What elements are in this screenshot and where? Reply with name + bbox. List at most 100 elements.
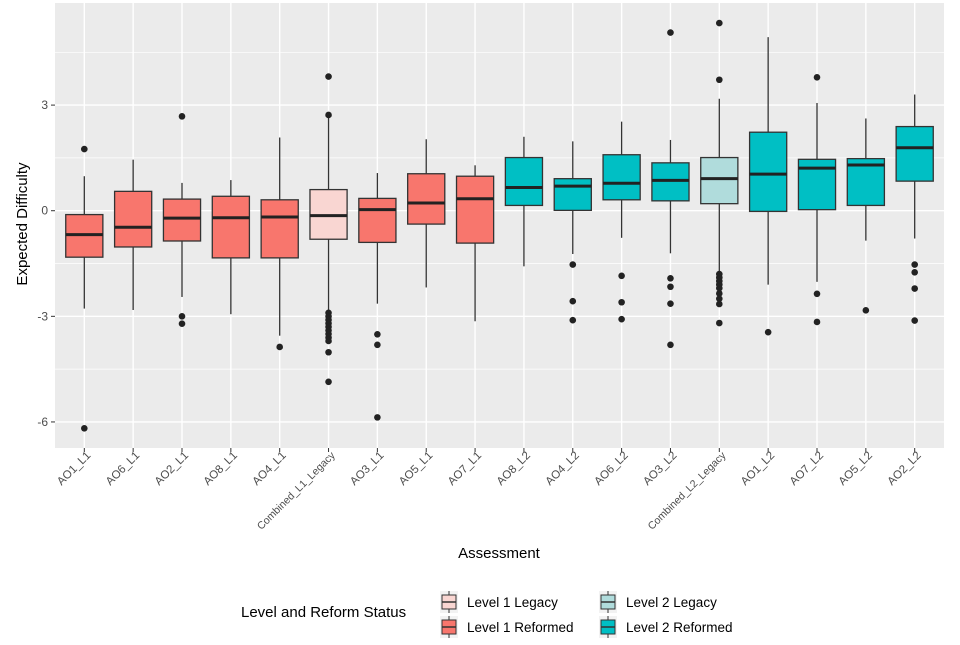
outlier-point	[276, 343, 283, 351]
x-tick-label: AO8_L1	[202, 450, 240, 488]
x-tick-label: AO1_L2	[739, 450, 777, 488]
outlier-point	[716, 295, 723, 303]
x-axis-title: Assessment	[458, 545, 541, 562]
iqr-box	[553, 178, 592, 212]
outlier-point	[374, 341, 381, 349]
outlier-point	[667, 29, 674, 36]
x-tick-label: AO2_L2	[885, 450, 923, 488]
outlier-point	[81, 145, 88, 153]
iqr-box	[113, 190, 153, 248]
legend-item: Level 1 Legacy	[440, 591, 558, 613]
y-axis-ticks: 3 0 -3 -6	[37, 98, 55, 429]
y-tick-label: 0	[41, 204, 48, 218]
outlier-point	[911, 317, 918, 324]
iqr-box	[748, 131, 788, 213]
outlier-point	[667, 300, 674, 307]
outlier-point	[178, 313, 186, 320]
box-AO4_L2	[553, 141, 592, 324]
y-tick-label: 3	[41, 98, 48, 112]
box-AO7_L1	[455, 165, 495, 322]
legend-item: Level 1 Reformed	[440, 616, 574, 638]
iqr-box	[211, 195, 251, 259]
x-tick-label: AO4_L2	[544, 450, 582, 488]
y-tick-label: -6	[37, 415, 48, 429]
plot-panel	[55, 3, 944, 448]
legend-label: Level 2 Legacy	[626, 595, 717, 610]
outlier-point	[618, 272, 625, 280]
box-AO4_L1	[260, 137, 299, 351]
outlier-point	[862, 307, 870, 314]
outlier-point	[911, 269, 918, 276]
outlier-point	[667, 275, 674, 282]
x-tick-label: AO7_L2	[788, 450, 826, 488]
boxes	[65, 19, 934, 432]
outlier-point	[325, 348, 332, 356]
outlier-point	[813, 73, 821, 81]
x-tick-label: AO4_L1	[250, 450, 288, 488]
iqr-box	[504, 156, 544, 207]
y-axis-title: Expected Difficulty	[14, 162, 31, 286]
iqr-box	[407, 173, 446, 225]
outlier-point	[569, 261, 577, 268]
box-AO2_L2	[895, 94, 934, 324]
iqr-box	[700, 156, 739, 205]
x-tick-label: AO7_L1	[446, 450, 484, 488]
box-AO5_L1	[407, 139, 446, 288]
iqr-box	[162, 198, 202, 242]
box-AO7_L2	[797, 73, 837, 326]
outlier-point	[911, 285, 918, 292]
box-AO5_L2	[846, 118, 886, 314]
y-tick-label: -3	[37, 309, 48, 323]
outlier-point	[813, 290, 821, 298]
box-AO2_L1	[162, 113, 202, 328]
box-AO1_L2	[748, 37, 788, 336]
legend: Level and Reform Status Level 1 Legacy Le…	[241, 591, 733, 638]
box-AO6_L1	[113, 159, 153, 310]
outlier-point	[569, 297, 577, 305]
x-tick-label: AO3_L2	[641, 450, 679, 488]
legend-item: Level 2 Legacy	[599, 591, 717, 613]
box-AO3_L2	[651, 29, 690, 349]
outlier-point	[325, 73, 332, 80]
outlier-point	[911, 261, 918, 268]
x-tick-label: AO3_L1	[348, 450, 386, 488]
x-axis-ticks: AO1_L1 AO6_L1 AO2_L1 AO8_L1 AO4_L1Combined_L…	[55, 448, 924, 532]
x-tick-label: AO8_L2	[495, 450, 533, 488]
outlier-point	[764, 328, 772, 336]
iqr-box	[260, 199, 299, 259]
box-AO1_L1	[65, 145, 104, 432]
outlier-point	[374, 414, 381, 421]
box-AO3_L1	[358, 173, 397, 421]
outlier-point	[716, 19, 723, 27]
legend-label: Level 2 Reformed	[626, 620, 733, 635]
outlier-point	[716, 284, 723, 292]
outlier-point	[667, 283, 674, 291]
legend-item: Level 2 Reformed	[599, 616, 733, 638]
box-AO6_L2	[602, 121, 641, 323]
iqr-box	[358, 197, 397, 244]
x-tick-label: AO6_L1	[104, 450, 142, 488]
outlier-point	[618, 298, 625, 306]
outlier-point	[178, 113, 186, 120]
outlier-point	[716, 319, 723, 327]
outlier-point	[569, 316, 577, 324]
box-AO8_L1	[211, 180, 251, 315]
outlier-point	[325, 111, 332, 119]
outlier-point	[716, 300, 723, 308]
outlier-point	[178, 320, 186, 328]
x-tick-label: AO1_L1	[55, 450, 93, 488]
outlier-point	[716, 76, 723, 84]
outlier-point	[618, 315, 625, 323]
x-tick-label: AO5_L1	[397, 450, 435, 488]
outlier-point	[325, 337, 332, 345]
x-tick-label: AO2_L1	[153, 450, 191, 488]
box-Combined_L1_Legacy	[309, 73, 348, 386]
outlier-point	[374, 330, 381, 338]
iqr-box	[895, 125, 934, 182]
legend-title: Level and Reform Status	[241, 604, 406, 621]
outlier-point	[813, 318, 821, 326]
iqr-box	[602, 154, 641, 201]
outlier-point	[81, 424, 88, 432]
legend-label: Level 1 Legacy	[467, 595, 558, 610]
